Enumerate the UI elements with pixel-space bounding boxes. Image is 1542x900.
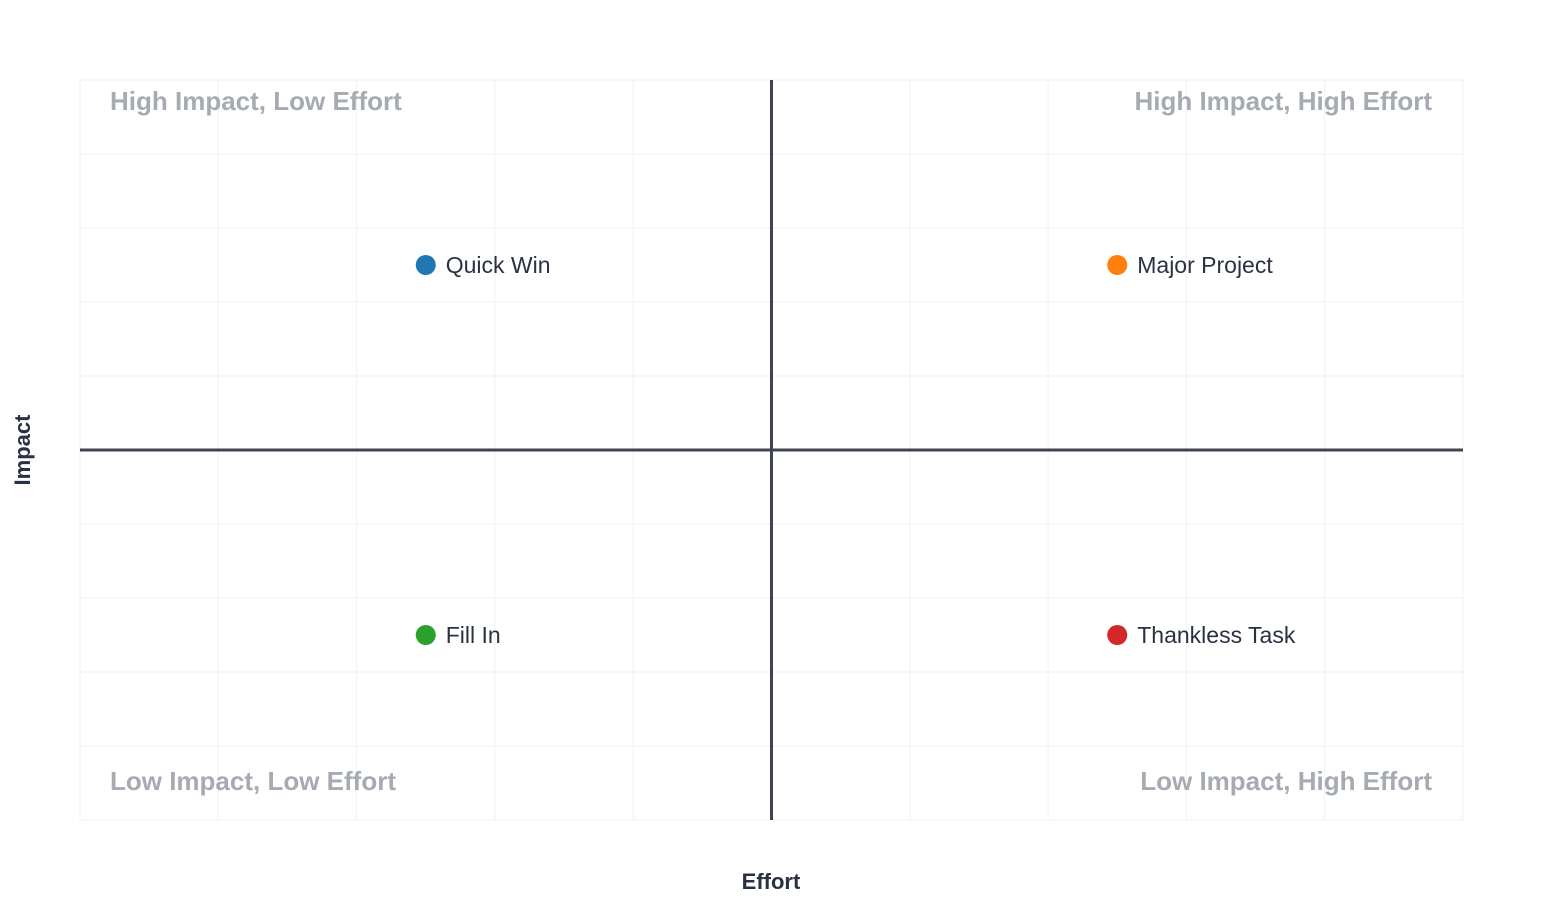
data-point-group: Major Project <box>1107 252 1273 278</box>
data-point-marker <box>415 625 436 645</box>
data-point-label: Quick Win <box>446 252 551 278</box>
data-point-group: Quick Win <box>415 252 551 278</box>
data-point-marker <box>415 255 436 275</box>
y-axis-title: Impact <box>10 414 35 486</box>
data-point-marker <box>1107 255 1128 275</box>
data-point-marker <box>1107 625 1128 645</box>
data-point-group: Fill In <box>415 622 501 648</box>
quadrant-dividers <box>80 80 1463 820</box>
data-point-label: Thankless Task <box>1137 622 1296 648</box>
data-point-label: Fill In <box>446 622 501 648</box>
data-point-label: Major Project <box>1137 252 1273 278</box>
x-axis-title: Effort <box>742 869 801 894</box>
quadrant-label-top-left: High Impact, Low Effort <box>110 86 402 116</box>
quadrant-label-bottom-right: Low Impact, High Effort <box>1140 766 1432 796</box>
data-points: Quick Win Major Project Fill In Thankless T… <box>415 252 1296 648</box>
quadrant-label-bottom-left: Low Impact, Low Effort <box>110 766 396 796</box>
data-point-group: Thankless Task <box>1107 622 1296 648</box>
quadrant-label-top-right: High Impact, High Effort <box>1134 86 1432 116</box>
